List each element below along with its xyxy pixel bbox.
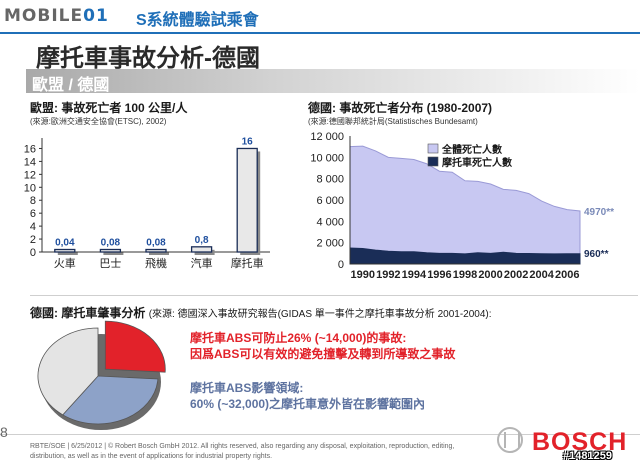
area-chart-source: (來源:德國聯邦統計局(Statistisches Bundesamt): [308, 117, 478, 126]
bar: [99, 248, 122, 253]
legend-label-motorcycle: 摩托車死亡人數: [442, 156, 512, 169]
bar-y-tick-label: 16: [24, 143, 36, 155]
pie-chart: [37, 320, 166, 430]
abs-prevention-line2: 因爲ABS可以有效的避免撞擊及轉到所導致之事故: [190, 347, 456, 361]
end-label-total: 4970**: [584, 207, 614, 218]
divider: [30, 295, 638, 296]
end-label-motorcycle: 960**: [584, 249, 609, 260]
bar-shadow: [149, 252, 169, 255]
page-title: 摩托車事故分析-德國: [36, 45, 260, 72]
area-y-tick-label: 0: [338, 259, 344, 271]
area-x-tick-label: 1990: [351, 269, 375, 281]
bar-chart: 02468101214160,04火車0,08巴士0,08飛機0,8汽車16摩托…: [24, 136, 270, 270]
area-y-tick-label: 12 000: [310, 131, 344, 143]
site-logo: MOBILE01: [4, 6, 109, 26]
footer-copyright: RBTE/SOE | 6/25/2012 | © Robert Bosch Gm…: [30, 443, 455, 460]
area-y-tick-label: 4 000: [316, 216, 344, 228]
section-band: 歐盟 / 德國: [26, 69, 640, 94]
bar-y-tick-label: 4: [30, 221, 36, 233]
abs-scope-line1: 摩托車ABS影響領域:: [190, 381, 304, 395]
bar-y-tick-label: 8: [30, 195, 36, 207]
bar-value-label: 0,08: [146, 238, 166, 249]
bar-category-label: 摩托車: [231, 256, 264, 270]
bar-y-tick-label: 14: [24, 156, 36, 168]
area-chart-title: 德國: 事故死亡者分布 (1980-2007): [308, 101, 493, 115]
bosch-logo: BOSCH: [532, 428, 628, 456]
bar-chart-title: 歐盟: 事故死亡者 100 公里/人: [30, 101, 188, 115]
bar-shadow: [103, 252, 124, 255]
bar-shadow: [57, 252, 78, 255]
bar-category-label: 汽車: [191, 256, 213, 270]
bar-value-label: 16: [242, 136, 254, 147]
area-y-tick-label: 6 000: [316, 195, 344, 207]
bar-category-label: 飛機: [145, 256, 167, 270]
bar-value-label: 0,8: [195, 235, 209, 246]
bar-value-label: 0,04: [55, 238, 75, 249]
bottom-title: 德國: 摩托車肇事分析 (來源: 德國深入事故研究報告(GIDAS 單一事件之摩…: [30, 306, 492, 320]
legend-swatch-total: [427, 143, 439, 154]
abs-prevention-note: 摩托車ABS可防止26% (~14,000)的事故: 因爲ABS可以有效的避免撞…: [190, 330, 455, 362]
bar-y-tick-label: 0: [30, 247, 36, 259]
area-motorcycle: [349, 247, 581, 265]
bar: [236, 147, 258, 253]
event-title: S系統體驗試乘會: [136, 12, 259, 29]
area-total: [349, 145, 581, 265]
area-x-tick-label: 1996: [427, 269, 451, 281]
top-rule: [0, 32, 640, 34]
abs-scope-note: 摩托車ABS影響領域: 60% (~32,000)之摩托車意外皆在影響範圍內: [190, 380, 425, 412]
area-y-tick-label: 8 000: [316, 174, 344, 186]
bar: [145, 248, 167, 253]
footer-rule: [0, 434, 640, 435]
area-x-tick-label: 2006: [555, 269, 579, 281]
top-bar: MOBILE01 S系統體驗試乘會: [0, 0, 640, 34]
area-x-tick-label: 1992: [376, 269, 400, 281]
pie-slice-other: [37, 327, 99, 416]
area-x-tick-label: 2000: [478, 269, 502, 281]
area-x-tick-label: 1998: [453, 269, 477, 281]
area-x-tick-label: 2002: [504, 269, 528, 281]
legend-swatch-motorcycle: [427, 156, 439, 167]
area-y-tick-label: 2 000: [316, 238, 344, 250]
bar-y-tick-label: 6: [30, 208, 36, 220]
area-x-tick-label: 1994: [402, 269, 427, 281]
bar-y-tick-label: 10: [24, 182, 36, 194]
abs-scope-line2: 60% (~32,000)之摩托車意外皆在影響範圍內: [190, 397, 426, 411]
area-x-tick-label: 2004: [529, 269, 554, 281]
legend-label-total: 全體死亡人數: [441, 143, 502, 156]
page-number: 8: [0, 424, 8, 440]
area-y-tick-label: 10 000: [310, 152, 344, 164]
bar: [190, 246, 213, 253]
pie-slice-abs-scope: [62, 375, 159, 425]
bar-y-tick-label: 12: [24, 169, 36, 181]
section-label: 歐盟 / 德國: [32, 77, 110, 94]
abs-prevention-line1: 摩托車ABS可防止26% (~14,000)的事故:: [190, 331, 407, 345]
bar-category-label: 火車: [54, 256, 76, 270]
bar-chart-source: (來源:歐洲交通安全協會(ETSC), 2002): [30, 117, 167, 126]
bar-value-label: 0,08: [101, 238, 121, 249]
watermark: #1481259: [563, 450, 612, 462]
bar: [54, 248, 76, 253]
bar-y-tick-label: 2: [30, 234, 36, 246]
bosch-emblem-icon: [497, 427, 523, 453]
bar-category-label: 巴士: [99, 257, 121, 270]
pie-slice-abs-prevented: [104, 320, 166, 373]
